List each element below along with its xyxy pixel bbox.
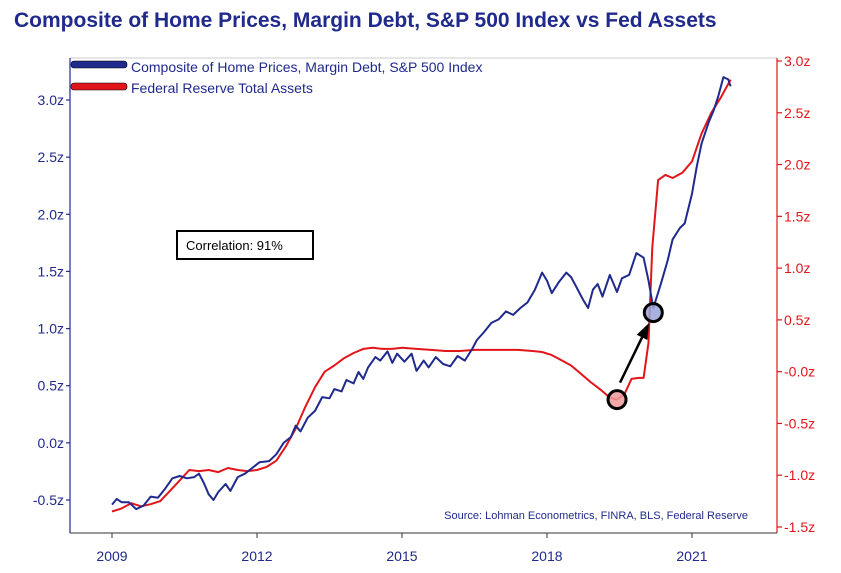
legend-label-fed-assets: Federal Reserve Total Assets xyxy=(131,80,313,96)
x-tick-label: 2021 xyxy=(676,548,707,564)
right-tick-label: 3.0z xyxy=(784,53,810,69)
right-tick-label: 1.0z xyxy=(784,260,810,276)
correlation-label: Correlation: 91% xyxy=(186,238,283,253)
right-tick-label: 0.5z xyxy=(784,312,810,328)
left-tick-label: 1.5z xyxy=(38,263,64,279)
left-tick-label: 3.0z xyxy=(38,92,64,108)
left-tick-label: -0.5z xyxy=(33,492,64,508)
highlight-circle-composite xyxy=(642,302,664,324)
series-group xyxy=(111,76,732,513)
highlight-circle-fed-low xyxy=(606,389,628,411)
right-tick-label: -0.0z xyxy=(784,364,815,380)
legend-swatch-composite xyxy=(70,60,128,69)
left-tick-label: 1.0z xyxy=(38,321,64,337)
series-line-fed-assets xyxy=(111,79,732,513)
left-tick-label: 0.0z xyxy=(38,435,64,451)
chart-title: Composite of Home Prices, Margin Debt, S… xyxy=(14,9,717,32)
left-tick-label: 2.5z xyxy=(38,149,64,165)
legend-label-composite: Composite of Home Prices, Margin Debt, S… xyxy=(131,59,482,75)
left-tick-label: 0.5z xyxy=(38,378,64,394)
x-axis-ticks: 2009 2012 2015 2018 2021 xyxy=(96,533,708,564)
legend: Composite of Home Prices, Margin Debt, S… xyxy=(70,59,482,96)
left-tick-label: 2.0z xyxy=(38,206,64,222)
right-tick-label: 1.5z xyxy=(784,208,810,224)
x-tick-label: 2012 xyxy=(241,548,272,564)
series-line-composite xyxy=(111,76,732,511)
right-tick-label: 2.0z xyxy=(784,157,810,173)
x-tick-label: 2015 xyxy=(386,548,417,564)
source-note: Source: Lohman Econometrics, FINRA, BLS,… xyxy=(444,510,748,522)
left-axis-ticks: -0.5z 0.0z 0.5z 1.0z 1.5z 2.0z 2.5z 3.0z xyxy=(33,92,70,508)
right-tick-label: -0.5z xyxy=(784,415,815,431)
right-tick-label: 2.5z xyxy=(784,105,810,121)
correlation-box: Correlation: 91% xyxy=(176,230,314,260)
legend-swatch-fed-assets xyxy=(70,82,128,91)
plot-frame xyxy=(69,57,778,534)
x-tick-label: 2018 xyxy=(531,548,562,564)
arrow-head xyxy=(636,323,649,340)
right-tick-label: -1.5z xyxy=(784,519,815,535)
x-tick-label: 2009 xyxy=(96,548,127,564)
right-axis-ticks: -1.5z -1.0z -0.5z -0.0z 0.5z 1.0z 1.5z 2.0z 2.5z… xyxy=(777,53,815,535)
right-tick-label: -1.0z xyxy=(784,467,815,483)
annotations xyxy=(606,302,664,411)
